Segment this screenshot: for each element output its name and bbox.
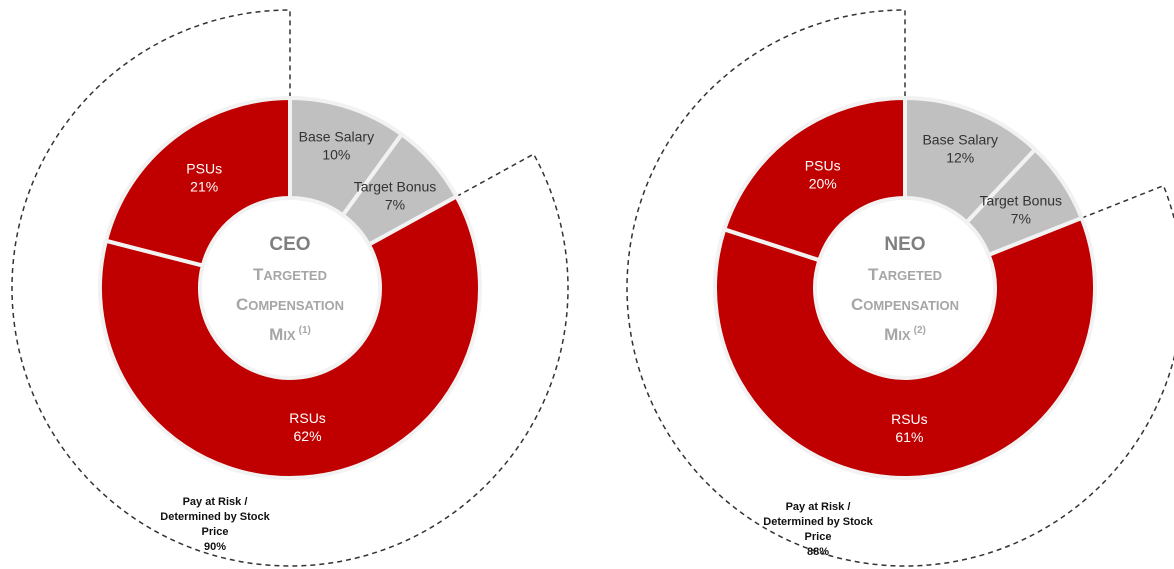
ceo-pay-at-risk-line-2: Price: [202, 526, 229, 538]
neo-pay-at-risk-line-2: Price: [805, 531, 832, 543]
ceo-center-subtitle-1: COMPENSATION: [236, 295, 344, 314]
neo-pay-at-risk-line-3: 88%: [807, 546, 829, 558]
neo-pay-at-risk-line-1: Determined by Stock: [763, 516, 873, 528]
ceo-center-hole: [202, 200, 378, 376]
ceo-center-subtitle-2: MIX (1): [269, 325, 311, 344]
neo-pay-at-risk-outline: [626, 9, 1174, 567]
ceo-value-psus: 21%: [190, 178, 218, 194]
ceo-value-target-bonus: 7%: [385, 196, 405, 212]
ceo-pay-at-risk-line-1: Determined by Stock: [160, 511, 270, 523]
ceo-value-rsus: 62%: [294, 428, 322, 444]
ceo-pay-at-risk-line-0: Pay at Risk /: [183, 496, 248, 508]
ceo-label-target-bonus: Target Bonus: [354, 178, 437, 194]
ceo-slice-rsus: [98, 193, 482, 480]
neo-value-base-salary: 12%: [946, 150, 974, 166]
ceo-pay-at-risk-outline: [11, 9, 569, 567]
neo-center-title: NEO: [884, 234, 925, 255]
neo-value-psus: 20%: [809, 176, 837, 192]
neo-label-base-salary: Base Salary: [922, 132, 997, 148]
neo-value-target-bonus: 7%: [1011, 210, 1031, 226]
neo-center-subtitle-1: COMPENSATION: [851, 295, 959, 314]
neo-value-rsus: 61%: [895, 429, 923, 445]
ceo-center-title: CEO: [269, 234, 310, 255]
ceo-slice-psus: [103, 95, 292, 269]
neo-donut-chart: Base Salary 12% Target Bonus 7% RSUs 61% PSUs 2…: [626, 9, 1174, 567]
ceo-value-base-salary: 10%: [322, 146, 350, 162]
neo-slice-rsus: [713, 215, 1097, 480]
neo-label-target-bonus: Target Bonus: [980, 192, 1063, 208]
neo-center-subtitle-0: TARGETED: [868, 265, 942, 284]
neo-pay-at-risk-line-0: Pay at Risk /: [786, 501, 851, 513]
ceo-pay-at-risk-line-3: 90%: [204, 541, 226, 553]
ceo-donut-chart: Base Salary 10%Target Bonus 7% RSUs 62% PSUs 2…: [11, 9, 569, 567]
ceo-label-base-salary: Base Salary: [299, 128, 374, 144]
neo-label-rsus: RSUs: [891, 411, 928, 427]
neo-label-psus: PSUs: [805, 158, 841, 174]
neo-slice-psus: [721, 95, 907, 263]
ceo-label-rsus: RSUs: [289, 410, 326, 426]
neo-center-subtitle-2: MIX (2): [884, 325, 926, 344]
neo-center-hole: [817, 200, 993, 376]
ceo-center-subtitle-0: TARGETED: [253, 265, 327, 284]
ceo-label-psus: PSUs: [186, 160, 222, 176]
